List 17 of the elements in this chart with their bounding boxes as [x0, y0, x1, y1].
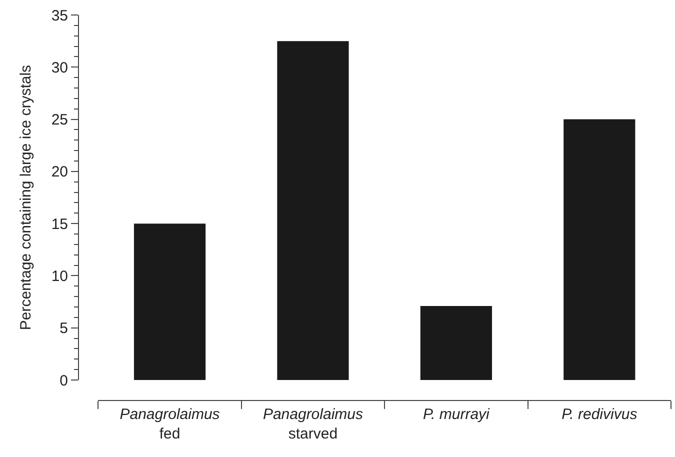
y-tick-label: 10	[51, 268, 68, 285]
bar	[134, 224, 206, 380]
y-tick-label: 5	[60, 320, 68, 338]
y-axis-title: Percentage containing large ice crystals	[18, 64, 35, 330]
y-tick-label: 30	[51, 59, 68, 76]
y-tick-label: 0	[60, 372, 68, 390]
x-tick-label: P. redivivus	[562, 406, 638, 423]
y-tick-label: 15	[51, 216, 68, 233]
bar	[277, 41, 349, 380]
x-tick-label: Panagrolaimus starved	[262, 406, 364, 442]
y-tick-label: 20	[51, 164, 68, 181]
x-tick-label: P. murrayi	[422, 406, 490, 423]
y-tick-label: 25	[51, 112, 68, 129]
bar	[564, 119, 636, 380]
bar	[420, 306, 492, 380]
x-tick-label: Panagrolaimus fed	[120, 406, 220, 442]
y-tick-label: 35	[51, 7, 68, 24]
